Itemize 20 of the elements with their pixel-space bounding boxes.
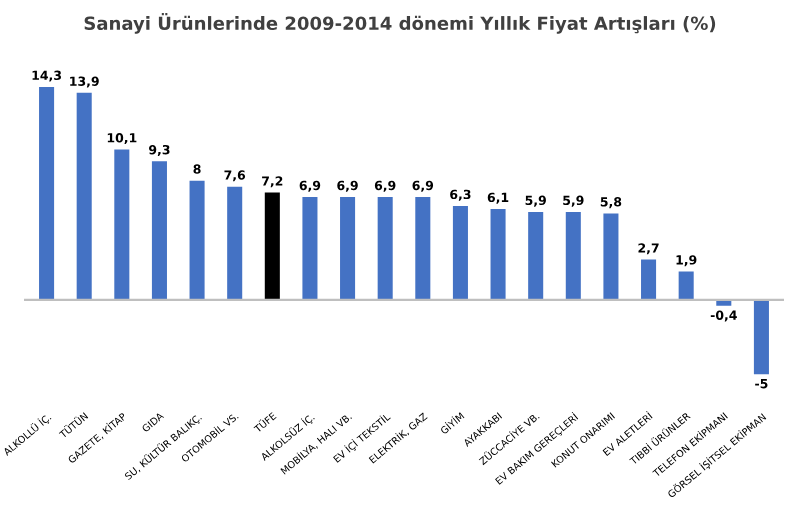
bar (227, 186, 243, 300)
bar (377, 197, 393, 300)
bar (264, 192, 280, 300)
bar (603, 213, 619, 300)
bar (415, 197, 431, 300)
bar (151, 161, 167, 300)
bar (76, 92, 92, 300)
bar (340, 197, 356, 300)
bar (490, 208, 506, 300)
bar (302, 197, 318, 300)
bar (39, 86, 55, 300)
chart-title: Sanayi Ürünlerinde 2009-2014 dönemi Yıllık Fiyat Artışları (%) (84, 13, 716, 34)
bar (678, 271, 694, 300)
bar (452, 205, 468, 300)
bar (189, 180, 205, 300)
bar (528, 211, 544, 300)
bar (641, 259, 657, 300)
bar (565, 211, 581, 300)
bar (114, 149, 130, 300)
bar (753, 299, 769, 375)
